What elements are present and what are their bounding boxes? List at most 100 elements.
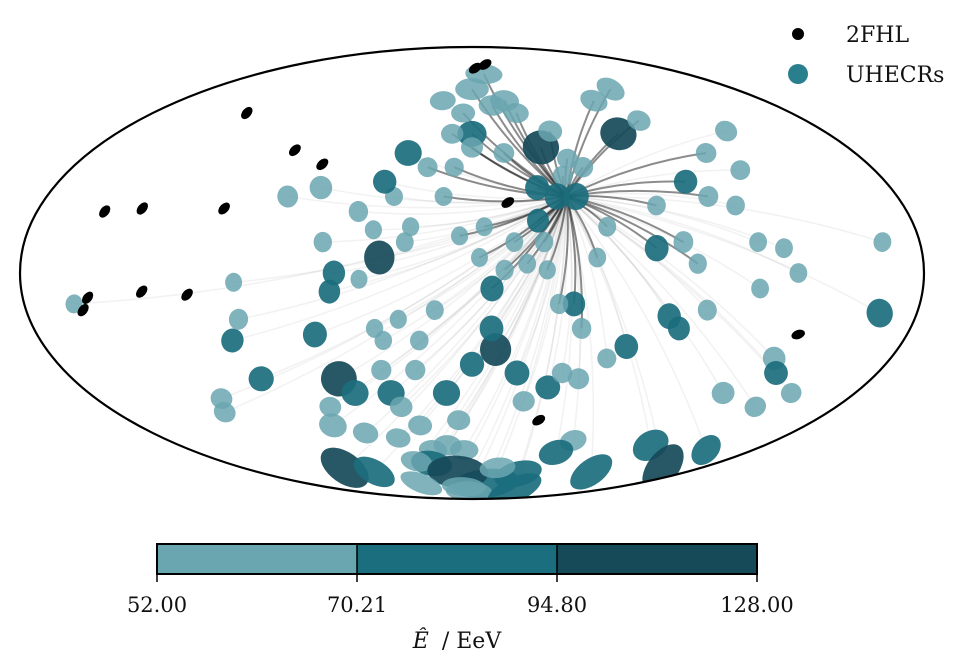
uhecr-marker: [302, 321, 327, 348]
uhecr-marker: [479, 315, 504, 342]
uhecr-marker: [688, 253, 707, 274]
uhecr-marker: [695, 143, 717, 163]
trajectory-line: [565, 196, 628, 347]
uhecr-marker: [441, 123, 464, 144]
uhecr-marker: [549, 293, 569, 315]
2fhl-source: [136, 285, 148, 298]
colorbar-frame: [156, 543, 758, 575]
uhecr-marker: [518, 253, 537, 274]
uhecr-marker: [65, 294, 83, 314]
uhecr-marker: [866, 298, 893, 328]
uhecr-marker: [570, 454, 613, 490]
legend-marker-2fhl: [792, 28, 804, 40]
trajectory-line: [457, 196, 568, 473]
uhecr-marker: [526, 208, 550, 233]
trajectory-line: [232, 195, 567, 342]
trajectory-line: [566, 195, 759, 243]
uhecr-marker: [341, 380, 369, 406]
uhecr-marker: [309, 175, 333, 200]
legend: 2FHL UHECRs: [788, 23, 944, 88]
trajectory-line: [566, 195, 777, 374]
uhecr-marker: [371, 359, 392, 381]
colorbar-label-symbol: Ê: [412, 627, 429, 654]
trajectory-line: [566, 195, 883, 243]
uhecr-marker: [673, 169, 698, 194]
uhecr-marker: [562, 291, 586, 317]
trajectory-line: [463, 196, 568, 488]
uhecr-marker: [600, 117, 637, 151]
uhecr-marker: [597, 348, 617, 369]
colorbar: 52.00 70.21 94.80 128.00 Ê / EeV: [127, 543, 794, 654]
uhecr-marker: [552, 165, 573, 187]
colorbar-tick-label: 94.80: [527, 593, 587, 617]
uhecr-marker: [580, 89, 608, 112]
uhecr-marker: [667, 316, 690, 341]
uhecr-marker: [350, 269, 368, 289]
uhecr-marker: [775, 238, 793, 259]
uhecr-marker: [627, 110, 651, 131]
trajectory-line: [494, 196, 568, 350]
colorbar-bin: [357, 544, 557, 574]
2fhl-source: [241, 106, 253, 120]
trajectory-line: [566, 195, 708, 311]
uhecr-marker: [389, 396, 413, 418]
uhecr-marker: [567, 368, 590, 390]
uhecr-marker: [571, 317, 592, 339]
uhecr-marker: [711, 381, 735, 405]
uhecr-marker: [572, 156, 594, 178]
colorbar-tick-label: 52.00: [127, 593, 187, 617]
uhecr-markers: [65, 64, 893, 499]
uhecr-marker: [277, 185, 299, 208]
trajectory-line: [565, 196, 652, 446]
trajectory-line: [565, 196, 707, 451]
uhecr-marker: [647, 195, 666, 216]
uhecr-marker: [318, 279, 341, 304]
trajectory-line: [565, 196, 582, 379]
uhecr-marker: [504, 360, 530, 386]
trajectory-line: [458, 196, 568, 421]
uhecr-marker: [400, 471, 443, 496]
uhecr-marker: [425, 300, 444, 320]
colorbar-label-unit: / EeV: [442, 629, 502, 654]
2fhl-source: [136, 202, 148, 215]
uhecr-marker: [697, 299, 717, 321]
uhecr-marker: [538, 260, 556, 280]
uhecr-marker: [493, 143, 515, 163]
trajectory-line: [565, 195, 724, 394]
uhecr-marker: [221, 328, 244, 353]
uhecr-marker: [459, 351, 485, 377]
legend-marker-uhecrs: [788, 64, 808, 84]
uhecr-marker: [434, 187, 453, 206]
uhecr-marker: [385, 428, 411, 448]
colorbar-tick-label: 128.00: [720, 593, 793, 617]
trajectory-line: [400, 196, 568, 408]
uhecr-marker: [364, 240, 395, 275]
trajectory-line: [517, 196, 568, 475]
uhecr-marker: [319, 396, 342, 417]
uhecr-marker: [563, 183, 589, 210]
trajectory-line: [485, 196, 568, 484]
uhecr-marker: [417, 157, 438, 178]
uhecr-marker: [365, 318, 384, 338]
trajectory-line: [358, 195, 567, 215]
uhecr-marker: [395, 232, 414, 252]
colorbar-tick-label: 70.21: [327, 593, 387, 617]
trajectory-line: [566, 130, 727, 198]
uhecr-marker: [429, 91, 456, 111]
uhecr-marker: [588, 247, 607, 268]
uhecr-marker: [789, 263, 808, 283]
legend-label-2fhl: 2FHL: [846, 23, 909, 48]
uhecr-marker: [673, 231, 694, 254]
uhecr-marker: [749, 232, 768, 252]
uhecr-marker: [538, 120, 563, 142]
uhecr-marker: [503, 103, 529, 123]
uhecr-marker: [873, 232, 892, 252]
uhecr-marker: [451, 103, 476, 123]
uhecr-marker: [432, 380, 461, 406]
2fhl-source: [478, 59, 492, 70]
uhecr-marker: [751, 278, 770, 299]
uhecr-marker: [644, 235, 669, 262]
trajectory-line: [238, 195, 567, 321]
uhecr-marker: [715, 120, 738, 142]
